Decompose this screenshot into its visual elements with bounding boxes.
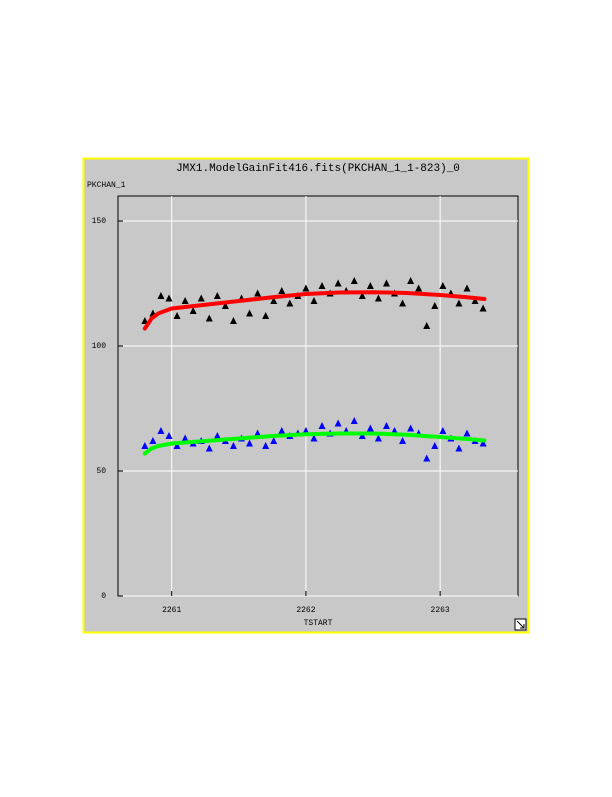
marker — [399, 299, 407, 307]
marker — [423, 322, 431, 329]
marker — [382, 279, 390, 287]
marker — [431, 302, 439, 309]
marker — [310, 297, 318, 304]
marker — [334, 419, 342, 427]
marker — [318, 422, 326, 429]
marker — [479, 304, 487, 312]
marker — [181, 297, 189, 304]
marker — [374, 294, 382, 302]
marker — [213, 432, 221, 439]
marker — [382, 422, 390, 429]
marker — [157, 292, 165, 299]
x-tick-label: 2263 — [431, 606, 450, 615]
marker — [246, 309, 254, 317]
marker — [246, 439, 254, 447]
marker — [205, 314, 213, 322]
marker — [157, 427, 165, 434]
marker — [374, 434, 382, 442]
marker — [173, 312, 181, 319]
y-tick-label: 150 — [92, 217, 107, 226]
marker — [270, 437, 278, 444]
marker — [229, 317, 237, 324]
marker — [221, 302, 229, 309]
y-tick-label: 0 — [101, 592, 106, 601]
resize-icon[interactable] — [514, 618, 527, 631]
marker — [366, 282, 374, 289]
x-tick-label: 2262 — [296, 606, 315, 615]
marker — [439, 282, 447, 289]
marker — [318, 282, 326, 289]
fit-line — [142, 431, 487, 456]
marker — [254, 429, 262, 437]
marker — [455, 444, 463, 452]
marker — [262, 312, 270, 319]
marker — [455, 299, 463, 307]
y-tick-label: 50 — [96, 467, 106, 476]
marker — [149, 437, 157, 444]
marker — [189, 307, 197, 314]
marker — [366, 424, 374, 432]
marker — [358, 292, 366, 299]
marker — [262, 442, 270, 449]
marker — [141, 442, 149, 449]
marker — [431, 442, 439, 449]
marker — [197, 294, 205, 302]
y-axis-label: PKCHAN_1 — [87, 181, 126, 190]
marker — [286, 299, 294, 307]
x-axis-label: TSTART — [304, 619, 333, 628]
marker — [463, 429, 471, 437]
marker — [334, 279, 342, 287]
marker — [399, 437, 407, 444]
marker — [423, 454, 431, 462]
marker — [181, 434, 189, 442]
marker — [350, 417, 358, 424]
marker — [165, 294, 173, 302]
y-tick-label: 100 — [92, 342, 107, 351]
marker — [141, 317, 149, 324]
marker — [471, 297, 479, 304]
marker — [278, 427, 286, 434]
marker — [479, 439, 487, 447]
x-tick-label: 2261 — [162, 606, 181, 615]
fit-line — [142, 290, 487, 331]
marker — [463, 284, 471, 292]
marker — [415, 284, 423, 292]
marker — [229, 442, 237, 449]
chart-title: JMX1.ModelGainFit416.fits(PKCHAN_1_1-823… — [176, 163, 460, 175]
marker — [310, 434, 318, 442]
marker — [254, 289, 262, 297]
marker — [205, 444, 213, 452]
marker — [270, 297, 278, 304]
marker — [407, 424, 415, 432]
marker — [173, 442, 181, 449]
marker — [407, 277, 415, 284]
marker — [213, 292, 221, 299]
marker — [278, 287, 286, 294]
marker — [165, 432, 173, 439]
marker — [302, 284, 310, 292]
marker — [350, 277, 358, 284]
marker — [439, 427, 447, 434]
